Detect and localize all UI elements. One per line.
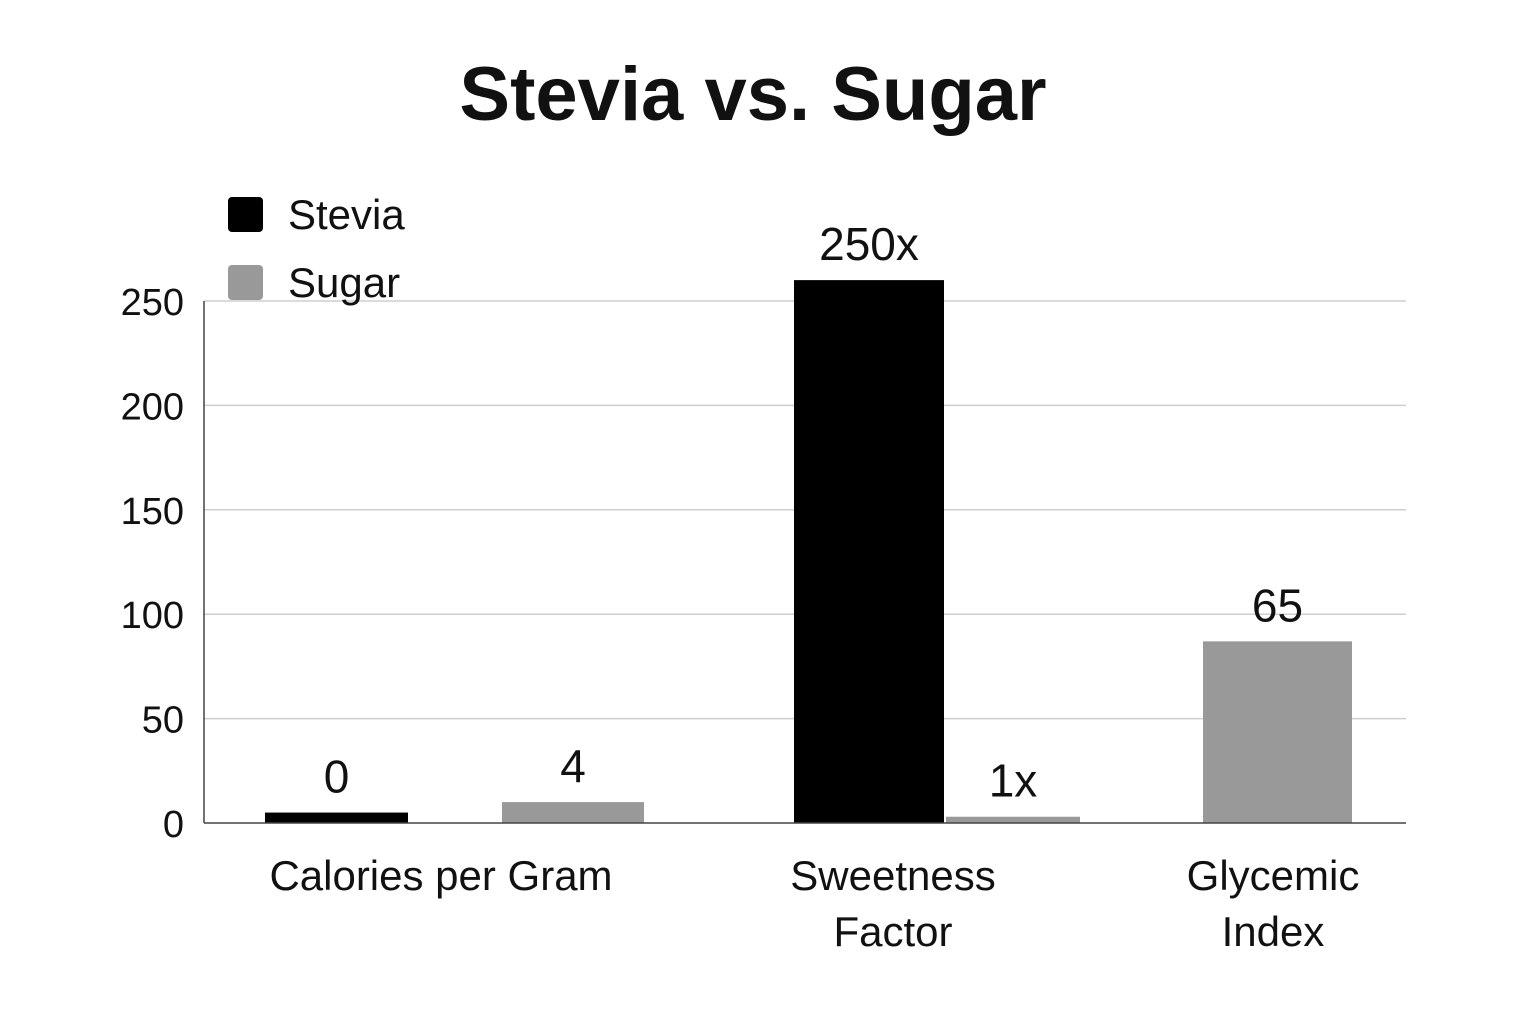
data-label: 0	[324, 751, 350, 803]
data-label: 1x	[989, 755, 1038, 807]
legend-label-stevia: Stevia	[288, 191, 405, 238]
legend: Stevia Sugar	[228, 191, 405, 306]
data-label: 65	[1252, 579, 1303, 631]
data-label: 250x	[819, 218, 919, 270]
x-tick-label: Calories per Gram	[269, 852, 612, 899]
axes: 0 50 100 150 200 250 Calories per Gram Sweetnes…	[121, 282, 1406, 955]
y-tick-label: 200	[121, 386, 184, 428]
x-tick-label: Glycemic Index	[1187, 852, 1360, 955]
bar-stevia-2	[794, 280, 944, 823]
legend-swatch-sugar	[228, 265, 263, 300]
chart-title: Stevia vs. Sugar	[459, 52, 1047, 137]
bar-sugar-2	[946, 816, 1080, 823]
legend-label-sugar: Sugar	[288, 259, 400, 306]
bar-sugar-3	[1203, 641, 1352, 823]
y-tick-label: 150	[121, 491, 184, 533]
legend-swatch-stevia	[228, 197, 263, 232]
bar-sugar-1	[502, 802, 644, 823]
y-tick-label: 100	[121, 595, 184, 637]
y-tick-label: 250	[121, 282, 184, 324]
bar-stevia-1	[265, 812, 408, 823]
y-tick-label: 0	[163, 804, 184, 846]
bars	[265, 280, 1352, 823]
data-labels: 0 250x 4 1x 65	[324, 218, 1303, 807]
data-label: 4	[560, 740, 586, 792]
x-tick-label: Sweetness Factor	[790, 852, 995, 955]
y-tick-label: 50	[142, 700, 184, 742]
